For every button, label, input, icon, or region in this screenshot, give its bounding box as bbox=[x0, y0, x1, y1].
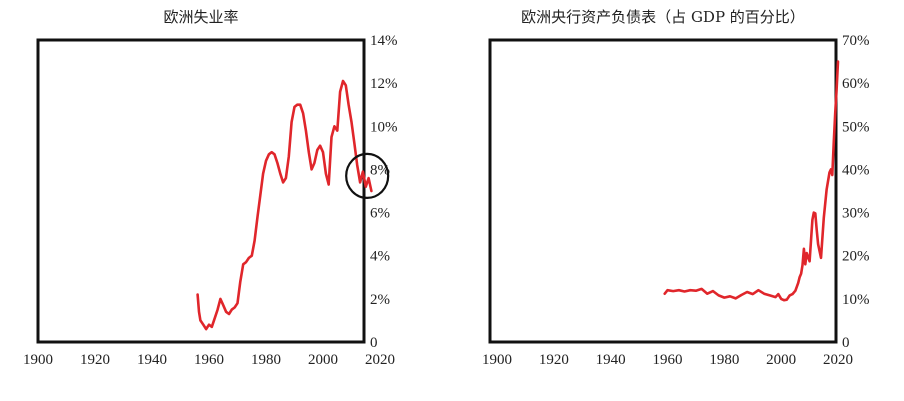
balance-sheet-y-tick-label: 20% bbox=[842, 249, 870, 265]
unemployment-x-tick-label: 2000 bbox=[308, 352, 338, 368]
balance-sheet-series-line bbox=[663, 60, 840, 302]
balance-sheet-x-tick-label: 1900 bbox=[482, 352, 512, 368]
unemployment-y-tick-label: 0 bbox=[370, 335, 378, 351]
balance-sheet-x-tick-label: 1940 bbox=[596, 352, 626, 368]
balance-sheet-x-tick-label: 1920 bbox=[539, 352, 569, 368]
unemployment-plot-frame bbox=[36, 38, 366, 344]
unemployment-x-tick-label: 1980 bbox=[251, 352, 281, 368]
balance-sheet-y-tick-label: 30% bbox=[842, 206, 870, 222]
unemployment-x-tick-label: 1920 bbox=[80, 352, 110, 368]
balance-sheet-x-tick-label: 1960 bbox=[653, 352, 683, 368]
unemployment-highlight-circle bbox=[345, 152, 390, 199]
balance-sheet-y-tick-label: 50% bbox=[842, 119, 870, 135]
unemployment-y-tick-label: 14% bbox=[370, 33, 398, 49]
balance-sheet-x-tick-label: 1980 bbox=[709, 352, 739, 368]
balance-sheet-y-tick-label: 10% bbox=[842, 292, 870, 308]
balance-sheet-x-tick-label: 2000 bbox=[766, 352, 796, 368]
unemployment-y-tick-label: 4% bbox=[370, 249, 390, 265]
balance-sheet-y-tick-label: 60% bbox=[842, 76, 870, 92]
balance-sheet-y-tick-label: 70% bbox=[842, 33, 870, 49]
balance-sheet-plot-frame bbox=[488, 38, 838, 344]
unemployment-x-tick-label: 2020 bbox=[365, 352, 395, 368]
unemployment-x-tick-label: 1960 bbox=[194, 352, 224, 368]
unemployment-y-tick-label: 2% bbox=[370, 292, 390, 308]
unemployment-x-tick-label: 1900 bbox=[23, 352, 53, 368]
balance-sheet-y-tick-label: 0 bbox=[842, 335, 850, 351]
unemployment-x-tick-label: 1940 bbox=[137, 352, 167, 368]
balance-sheet-x-tick-label: 2020 bbox=[823, 352, 853, 368]
chart-title-balance-sheet: 欧洲央行资产负债表（占 GDP 的百分比） bbox=[521, 8, 805, 26]
unemployment-y-tick-label: 12% bbox=[370, 76, 398, 92]
unemployment-series-line bbox=[196, 79, 373, 331]
unemployment-y-tick-label: 6% bbox=[370, 206, 390, 222]
unemployment-y-tick-label: 10% bbox=[370, 119, 398, 135]
chart-title-unemployment: 欧洲失业率 bbox=[163, 8, 239, 26]
balance-sheet-y-tick-label: 40% bbox=[842, 162, 870, 178]
